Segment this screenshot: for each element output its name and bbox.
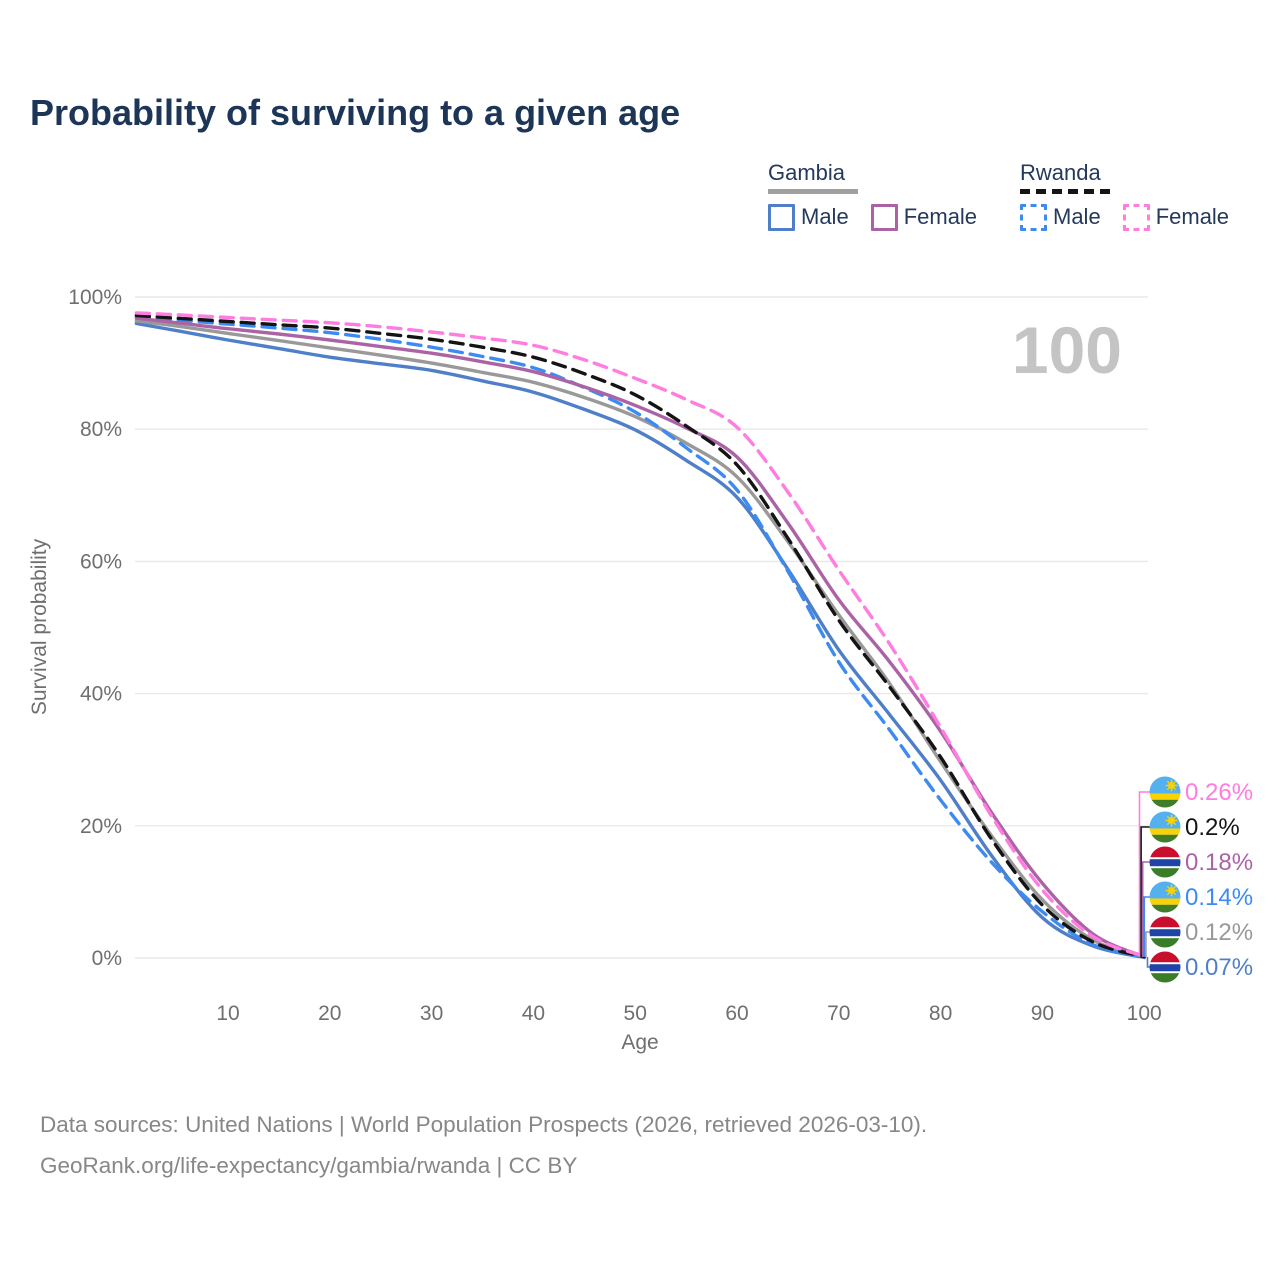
gambia-line-style-swatch	[768, 189, 858, 194]
y-tick-label: 60%	[80, 550, 122, 573]
x-tick-label: 50	[624, 1002, 647, 1025]
gambia-flag-icon	[1149, 951, 1181, 983]
legend-group-label-gambia: Gambia	[768, 160, 846, 185]
x-tick-label: 100	[1127, 1002, 1162, 1025]
data-source-text: Data sources: United Nations | World Pop…	[40, 1112, 928, 1137]
rwanda-male-swatch	[1020, 203, 1047, 231]
endpoint-label-rwanda-male: 0.14%	[1185, 884, 1253, 911]
curve-rwanda-male[interactable]	[134, 315, 1146, 959]
gambia-female-swatch	[870, 203, 898, 231]
leader-line-gambia-female	[1141, 861, 1150, 957]
leader-line-gambia-male	[1146, 957, 1150, 968]
legend-group-rwanda: Rwanda Male Female	[1020, 160, 1229, 231]
gambia-flag-icon	[1149, 916, 1181, 948]
legend-label: Male	[801, 204, 849, 229]
legend-item-gambia-male[interactable]: Male	[768, 203, 849, 231]
leader-line-rwanda-female	[1138, 791, 1150, 957]
gambia-flag-icon	[1149, 846, 1181, 878]
rwanda-flag-icon	[1149, 881, 1181, 913]
legend-group-label-rwanda: Rwanda	[1020, 160, 1101, 185]
y-tick-label: 80%	[80, 418, 122, 441]
endpoint-label-gambia-total: 0.12%	[1185, 919, 1253, 946]
y-axis-tick-labels: 0% 20% 40% 60% 80% 100%	[68, 286, 122, 970]
x-tick-label: 80	[929, 1002, 952, 1025]
x-tick-label: 30	[420, 1002, 443, 1025]
x-axis-title: Age	[621, 1031, 658, 1054]
legend-label: Female	[1155, 204, 1230, 229]
endpoint-label-rwanda-total: 0.2%	[1185, 814, 1240, 841]
legend-item-gambia-female[interactable]: Female	[870, 203, 978, 231]
legend-label: Male	[1053, 204, 1101, 229]
curve-rwanda-total[interactable]	[134, 313, 1146, 959]
curve-gambia-male[interactable]	[134, 321, 1146, 960]
endpoint-labels: 0.26% 0.2% 0.18% 0.14% 0.12% 0.07%	[1149, 776, 1253, 983]
x-tick-label: 70	[827, 1002, 850, 1025]
gridlines	[135, 296, 1148, 959]
legend-label: Female	[903, 204, 978, 229]
rwanda-line-style-swatch	[1020, 189, 1113, 194]
endpoint-label-gambia-male: 0.07%	[1185, 954, 1253, 981]
curve-rwanda-female[interactable]	[134, 311, 1146, 958]
y-tick-label: 0%	[92, 947, 122, 970]
leader-line-rwanda-male	[1143, 896, 1150, 957]
legend-item-rwanda-male[interactable]: Male	[1020, 203, 1101, 231]
leader-line-gambia-total	[1145, 931, 1150, 957]
y-axis-title: Survival probability	[28, 538, 51, 715]
y-tick-label: 100%	[68, 286, 122, 309]
legend-group-gambia: Gambia Male Female	[768, 160, 977, 231]
endpoint-label-rwanda-female: 0.26%	[1185, 779, 1253, 806]
leader-line-rwanda-total	[1140, 826, 1150, 957]
y-tick-label: 20%	[80, 815, 122, 838]
x-tick-label: 20	[318, 1002, 341, 1025]
endpoint-label-gambia-female: 0.18%	[1185, 849, 1253, 876]
x-tick-label: 40	[522, 1002, 545, 1025]
x-tick-label: 90	[1031, 1002, 1054, 1025]
age-counter: 100	[1012, 313, 1122, 387]
rwanda-flag-icon	[1149, 776, 1181, 808]
chart-title: Probability of surviving to a given age	[30, 92, 681, 133]
attribution-text: GeoRank.org/life-expectancy/gambia/rwand…	[40, 1153, 578, 1178]
gambia-male-swatch	[768, 203, 795, 231]
y-tick-label: 40%	[80, 683, 122, 706]
rwanda-flag-icon	[1149, 811, 1181, 843]
x-tick-label: 60	[725, 1002, 748, 1025]
x-axis-tick-labels: 10 20 30 40 50 60 70 80 90 100	[216, 1002, 1161, 1025]
survival-curves	[134, 311, 1146, 960]
x-tick-label: 10	[216, 1002, 239, 1025]
footer: Data sources: United Nations | World Pop…	[40, 1104, 927, 1186]
rwanda-female-swatch	[1122, 203, 1150, 231]
curve-gambia-female[interactable]	[134, 316, 1146, 959]
endpoint-leader-lines	[1138, 791, 1150, 968]
legend-item-rwanda-female[interactable]: Female	[1122, 203, 1230, 231]
